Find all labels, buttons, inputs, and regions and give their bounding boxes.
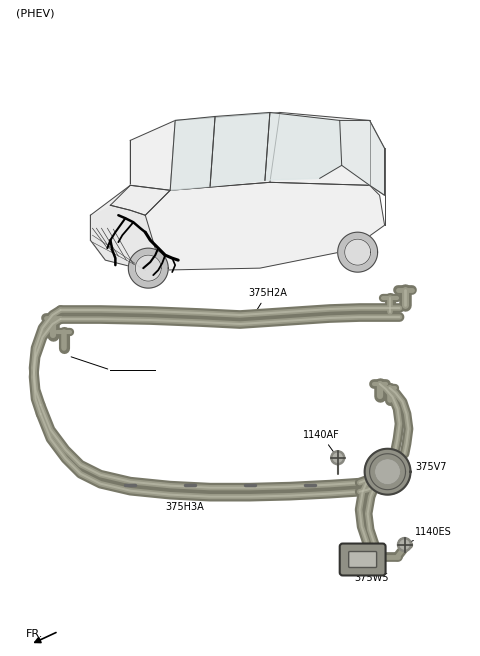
Text: 375W5: 375W5 (355, 573, 389, 583)
FancyBboxPatch shape (348, 552, 377, 567)
Circle shape (397, 537, 411, 552)
Text: 375H3A: 375H3A (165, 502, 204, 512)
Polygon shape (338, 232, 378, 272)
Polygon shape (135, 255, 161, 281)
Polygon shape (170, 117, 215, 190)
Text: (PHEV): (PHEV) (16, 9, 54, 18)
Polygon shape (90, 185, 170, 215)
Polygon shape (265, 112, 342, 180)
Polygon shape (210, 112, 270, 186)
Polygon shape (110, 185, 170, 215)
Polygon shape (110, 112, 384, 205)
FancyBboxPatch shape (340, 544, 385, 575)
Circle shape (331, 451, 345, 464)
Polygon shape (90, 182, 384, 270)
Polygon shape (365, 449, 410, 495)
Polygon shape (340, 121, 384, 195)
Text: 375H2A: 375H2A (248, 288, 287, 311)
Polygon shape (90, 205, 160, 270)
Text: FR.: FR. (25, 629, 43, 640)
Circle shape (333, 453, 342, 462)
Polygon shape (128, 248, 168, 288)
Text: 1140ES: 1140ES (407, 527, 451, 543)
Text: 375V7: 375V7 (416, 462, 447, 472)
Polygon shape (345, 239, 371, 265)
Circle shape (400, 540, 409, 549)
Polygon shape (376, 460, 399, 483)
Text: 1140AF: 1140AF (303, 430, 339, 455)
